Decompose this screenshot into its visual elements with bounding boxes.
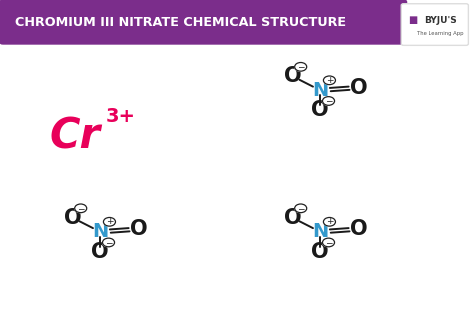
- Circle shape: [322, 96, 335, 105]
- Text: BYJU'S: BYJU'S: [424, 16, 457, 25]
- Text: O: O: [311, 242, 329, 262]
- Circle shape: [103, 217, 116, 226]
- Text: O: O: [311, 100, 329, 120]
- Text: 3+: 3+: [106, 108, 136, 126]
- FancyBboxPatch shape: [0, 0, 407, 45]
- Circle shape: [323, 76, 336, 85]
- Text: N: N: [312, 81, 328, 100]
- Text: ■: ■: [408, 15, 418, 25]
- Text: O: O: [283, 208, 301, 228]
- Text: −: −: [325, 96, 332, 106]
- Text: O: O: [350, 77, 368, 97]
- Text: The Learning App: The Learning App: [418, 31, 464, 36]
- Circle shape: [102, 238, 115, 247]
- Circle shape: [295, 204, 307, 213]
- Text: −: −: [297, 204, 304, 213]
- Text: Cr: Cr: [49, 116, 100, 158]
- Text: +: +: [326, 76, 333, 85]
- Circle shape: [75, 204, 87, 213]
- Text: −: −: [105, 238, 112, 247]
- Text: −: −: [297, 62, 304, 71]
- Text: +: +: [106, 217, 113, 226]
- Text: CHROMIUM III NITRATE CHEMICAL STRUCTURE: CHROMIUM III NITRATE CHEMICAL STRUCTURE: [15, 15, 346, 28]
- FancyBboxPatch shape: [401, 4, 468, 45]
- Text: O: O: [283, 66, 301, 86]
- Text: N: N: [312, 222, 328, 241]
- Text: −: −: [77, 204, 84, 213]
- Text: +: +: [326, 217, 333, 226]
- Circle shape: [322, 238, 335, 247]
- Circle shape: [323, 217, 336, 226]
- Text: O: O: [91, 242, 109, 262]
- Text: O: O: [64, 208, 81, 228]
- Text: N: N: [92, 222, 109, 241]
- Text: O: O: [130, 219, 148, 239]
- Text: −: −: [325, 238, 332, 247]
- Circle shape: [295, 63, 307, 71]
- Text: O: O: [350, 219, 368, 239]
